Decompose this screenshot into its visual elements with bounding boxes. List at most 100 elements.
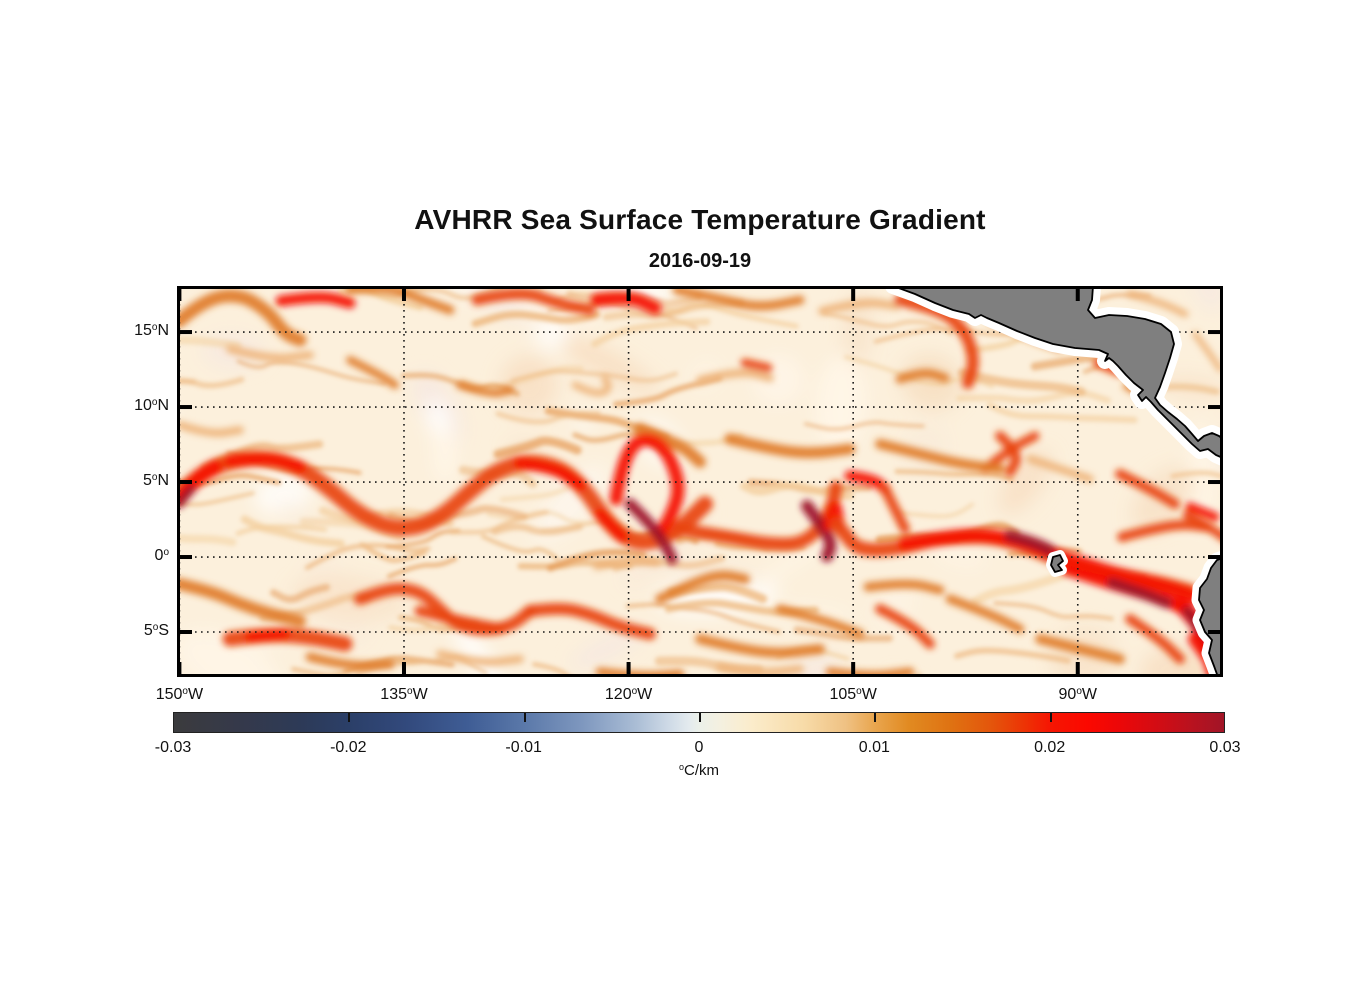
x-tick-label: 150oW bbox=[155, 685, 204, 703]
map-tick-top bbox=[851, 289, 856, 301]
map-tick-right bbox=[1208, 630, 1220, 635]
sst-front-filament bbox=[1026, 455, 1094, 483]
map-tick-top bbox=[626, 289, 631, 301]
map-tick-left bbox=[180, 405, 192, 410]
sst-front-filament bbox=[775, 604, 865, 639]
sst-front-filament bbox=[593, 556, 661, 570]
y-tick-label: 5oS bbox=[143, 621, 169, 639]
sst-front-filament bbox=[1185, 502, 1220, 522]
sst-front-filament bbox=[672, 286, 805, 311]
sst-front-filament bbox=[609, 433, 685, 541]
sst-front-filament bbox=[571, 374, 612, 397]
sst-front-filament bbox=[724, 433, 856, 459]
sst-front-filament bbox=[945, 594, 1025, 634]
sst-front-filament bbox=[226, 345, 314, 362]
sst-front-filament bbox=[1106, 577, 1173, 609]
colorbar-tick-label: 0.01 bbox=[858, 739, 890, 756]
sst-gradient-map-svg bbox=[177, 286, 1223, 677]
map-tick-left bbox=[180, 330, 192, 335]
map-tick-bottom bbox=[1075, 662, 1080, 674]
sst-front-filament bbox=[880, 484, 910, 534]
sst-front-filament bbox=[177, 484, 196, 509]
sst-front-filament bbox=[224, 453, 306, 473]
degree-symbol: o bbox=[151, 321, 158, 333]
sst-front-filament bbox=[624, 498, 678, 565]
sst-front-filament bbox=[801, 500, 837, 562]
map-tick-bottom bbox=[626, 662, 631, 674]
map-plot bbox=[177, 286, 1223, 677]
map-tick-top bbox=[177, 289, 182, 301]
colorbar-tick bbox=[348, 713, 351, 722]
sst-front-filament bbox=[471, 288, 596, 316]
sst-front-filament bbox=[895, 368, 950, 384]
x-tick-label: 120oW bbox=[604, 685, 653, 703]
sst-front-filament bbox=[875, 439, 1005, 474]
sst-front-filament bbox=[844, 470, 891, 495]
sst-front-filament bbox=[1192, 331, 1223, 372]
sst-front-filament bbox=[414, 605, 506, 635]
sst-front-filament bbox=[1051, 549, 1202, 604]
colorbar-tick-label: -0.03 bbox=[154, 739, 192, 756]
sst-front-filament bbox=[1004, 530, 1064, 562]
sst-front-filament bbox=[1125, 614, 1185, 664]
colorbar-tick-label: -0.02 bbox=[330, 739, 367, 756]
x-tick-label: 135oW bbox=[380, 685, 428, 703]
map-tick-top bbox=[1075, 289, 1080, 301]
figure-date-subtitle: 2016-09-19 bbox=[648, 250, 752, 272]
x-tick-label: 105oW bbox=[829, 685, 877, 703]
sst-front-filament bbox=[716, 663, 804, 677]
map-tick-left bbox=[180, 630, 192, 635]
degree-symbol: o bbox=[856, 685, 862, 697]
colorbar-tick-label: 0.02 bbox=[1034, 739, 1066, 756]
landmass-galapagos bbox=[1050, 554, 1064, 573]
map-tick-bottom bbox=[177, 662, 182, 674]
sst-front-filament bbox=[436, 650, 524, 666]
map-tick-right bbox=[1208, 480, 1220, 485]
sst-front-filament bbox=[1035, 634, 1125, 664]
sst-front-filament bbox=[514, 457, 586, 491]
sst-front-filament bbox=[875, 604, 935, 649]
sst-front-filament bbox=[863, 579, 945, 595]
sst-front-filament bbox=[177, 289, 307, 347]
sst-front-filament bbox=[695, 634, 825, 658]
sst-front-filament bbox=[1126, 290, 1189, 318]
map-tick-left bbox=[180, 480, 192, 485]
degree-symbol: o bbox=[151, 396, 158, 408]
y-tick-label: 0o bbox=[154, 546, 169, 564]
sst-front-filament bbox=[740, 358, 773, 373]
sst-front-filament bbox=[696, 368, 774, 384]
landmass-south-america bbox=[1198, 557, 1223, 677]
degree-symbol: o bbox=[678, 762, 684, 772]
colorbar-tick bbox=[874, 713, 877, 722]
y-tick-label: 5oN bbox=[142, 471, 169, 490]
map-tick-right bbox=[1208, 405, 1220, 410]
sst-front-filament bbox=[245, 629, 290, 642]
sst-front-filament bbox=[594, 508, 628, 543]
degree-symbol: o bbox=[151, 471, 158, 483]
y-tick-label: 15oN bbox=[134, 321, 169, 340]
colorbar-tick-label: 0 bbox=[694, 739, 704, 756]
map-tick-right bbox=[1208, 330, 1220, 335]
sst-front-filament bbox=[346, 356, 399, 389]
figure-title: AVHRR Sea Surface Temperature Gradient bbox=[414, 204, 986, 235]
sst-front-filament bbox=[177, 578, 306, 627]
colorbar bbox=[173, 712, 1225, 733]
degree-symbol: o bbox=[1076, 685, 1082, 697]
map-tick-bottom bbox=[851, 662, 856, 674]
map-tick-right bbox=[1208, 555, 1220, 560]
degree-symbol: o bbox=[182, 685, 188, 697]
degree-symbol: o bbox=[152, 621, 159, 633]
colorbar-tick bbox=[523, 713, 526, 722]
colorbar-tick bbox=[699, 713, 701, 722]
colorbar-tick-label: 0.03 bbox=[1209, 739, 1241, 756]
colorbar-tick-label: -0.01 bbox=[505, 739, 542, 756]
map-border bbox=[177, 286, 1223, 677]
sst-front-filament bbox=[275, 291, 356, 309]
map-tick-top bbox=[401, 289, 406, 301]
y-tick-label: 10oN bbox=[134, 396, 169, 415]
sst-front-filament bbox=[818, 299, 901, 315]
sst-front-filament bbox=[634, 423, 706, 468]
x-tick-label: 90oW bbox=[1058, 685, 1097, 703]
sst-front-filament bbox=[524, 602, 656, 640]
